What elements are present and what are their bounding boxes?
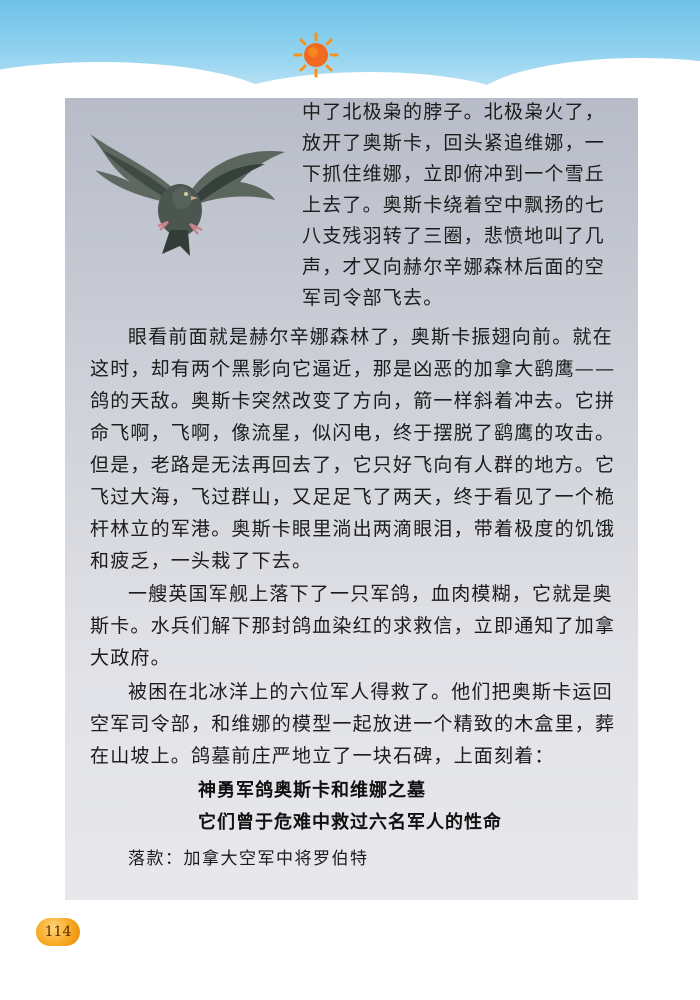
paragraph-line: 这时，却有两个黑影向它逼近，那是凶恶的加拿大鹞鹰—— — [90, 358, 616, 380]
story-line: 下抓住维娜，立即俯冲到一个雪丘 — [302, 163, 606, 185]
story-line: 中了北极枭的脖子。北极枭火了， — [302, 101, 606, 123]
epitaph-title: 神勇军鸽奥斯卡和维娜之墓 — [198, 780, 426, 801]
story-line: 声，才又向赫尔辛娜森林后面的空 — [302, 256, 606, 278]
paragraph-line: 鸽的天敌。奥斯卡突然改变了方向，箭一样斜着冲去。它拼 — [90, 390, 616, 412]
story-line: 放开了奥斯卡，回头紧追维娜，一 — [302, 132, 606, 154]
signature-line: 落款：加拿大空军中将罗伯特 — [128, 849, 369, 869]
paragraph-line: 但是，老路是无法再回去了，它只好飞向有人群的地方。它 — [90, 454, 616, 476]
story-line: 八支残羽转了三圈，悲愤地叫了几 — [302, 225, 606, 247]
story-line: 上去了。奥斯卡绕着空中飘扬的七 — [302, 194, 606, 216]
paragraph-line: 飞过大海，飞过群山，又足足飞了两天，终于看见了一个桅 — [90, 486, 616, 508]
paragraph-line: 眼看前面就是赫尔辛娜森林了，奥斯卡振翅向前。就在 — [128, 326, 613, 348]
pigeon-icon — [90, 134, 285, 256]
epitaph-inscription: 它们曾于危难中救过六名军人的性命 — [198, 812, 502, 833]
page-number-badge: 114 — [36, 918, 80, 946]
paragraph-line: 命飞啊，飞啊，像流星，似闪电，终于摆脱了鹞鹰的攻击。 — [90, 422, 616, 444]
paragraph-line: 一艘英国军舰上落下了一只军鸽，血肉模糊，它就是奥 — [128, 583, 613, 605]
paragraph-line: 空军司令部，和维娜的模型一起放进一个精致的木盒里，葬 — [90, 713, 616, 735]
paragraph-line: 在山坡上。鸽墓前庄严地立了一块石碑，上面刻着： — [90, 745, 555, 767]
paragraph-line: 大政府。 — [90, 647, 171, 669]
paragraph-line: 被困在北冰洋上的六位军人得救了。他们把奥斯卡运回 — [128, 681, 613, 703]
paragraph-line: 斯卡。水兵们解下那封鸽血染红的求救信，立即通知了加拿 — [90, 615, 616, 637]
story-line: 军司令部飞去。 — [302, 287, 444, 309]
header-sky-band — [0, 0, 700, 110]
paragraph-line: 杆林立的军港。奥斯卡眼里淌出两滴眼泪，带着极度的饥饿 — [90, 518, 616, 540]
sun-icon — [293, 32, 339, 78]
content-panel — [65, 98, 638, 900]
paragraph-line: 和疲乏，一头栽了下去。 — [90, 550, 313, 572]
page-number: 114 — [44, 924, 72, 940]
